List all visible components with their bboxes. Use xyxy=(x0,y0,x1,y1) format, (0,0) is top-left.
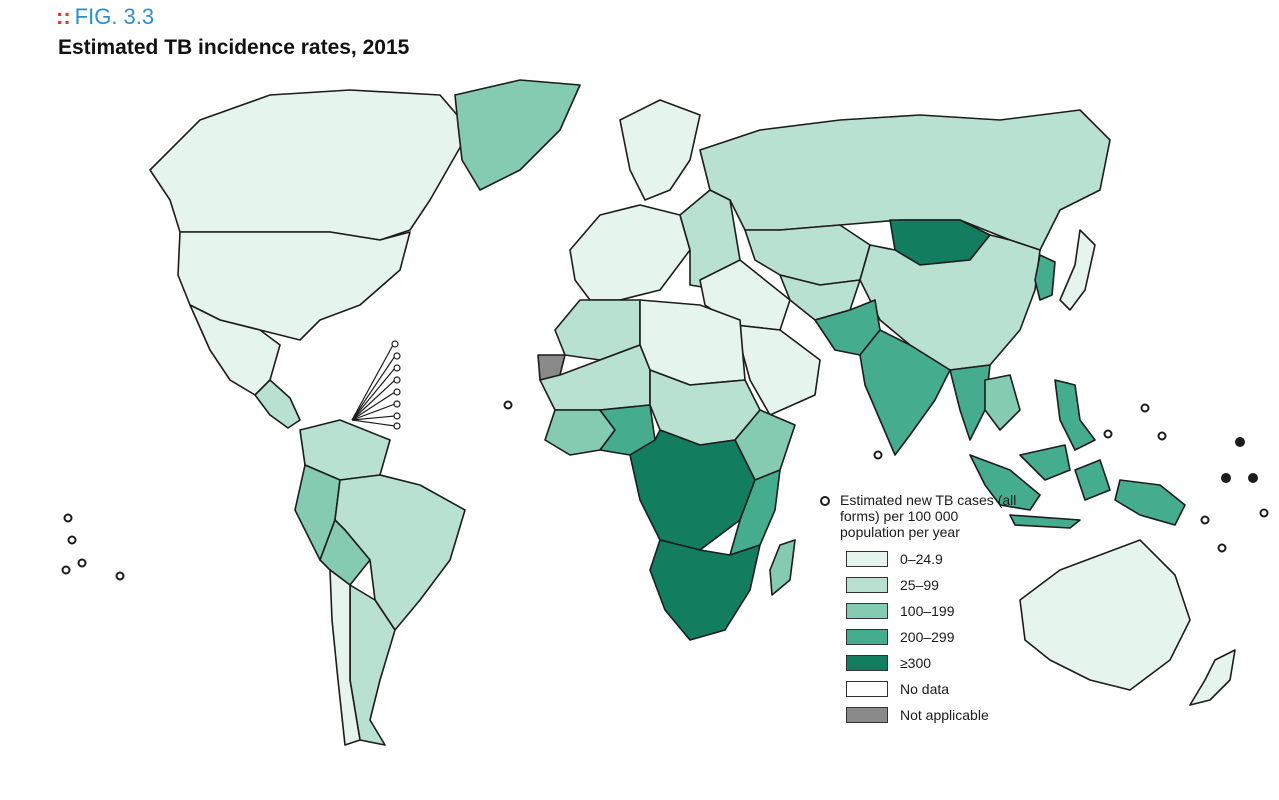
island-marker xyxy=(1140,403,1150,413)
island-marker xyxy=(1259,508,1269,518)
region-myanmar xyxy=(949,364,991,441)
region-arabian-peninsula xyxy=(734,324,821,416)
island-marker xyxy=(77,558,87,568)
island-marker xyxy=(115,571,125,581)
legend-swatch xyxy=(846,551,888,567)
island-marker xyxy=(503,400,513,410)
figure-title: Estimated TB incidence rates, 2015 xyxy=(58,36,410,59)
legend-swatch xyxy=(846,707,888,723)
legend-item: 0–24.9 xyxy=(846,546,1020,572)
region-madagascar xyxy=(769,539,796,596)
legend-swatch xyxy=(846,681,888,697)
legend-item: 100–199 xyxy=(846,598,1020,624)
region-kazakhstan xyxy=(744,224,871,286)
legend-swatch xyxy=(846,655,888,671)
legend: Estimated new TB cases (all forms) per 1… xyxy=(820,492,1020,728)
region-indonesia xyxy=(969,444,1111,529)
legend-swatch xyxy=(846,603,888,619)
region-western-europe xyxy=(569,204,691,301)
island-marker xyxy=(1217,543,1227,553)
legend-label: 0–24.9 xyxy=(900,551,943,567)
legend-marker-icon xyxy=(820,496,830,506)
legend-label: 100–199 xyxy=(900,603,955,619)
island-marker xyxy=(67,535,77,545)
legend-item: ≥300 xyxy=(846,650,1020,676)
region-australia xyxy=(1019,539,1191,691)
island-marker xyxy=(1200,515,1210,525)
region-southern-africa xyxy=(649,539,761,641)
figure-number: FIG. 3.3 xyxy=(74,4,155,29)
island-marker xyxy=(1103,429,1113,439)
island-marker xyxy=(1235,437,1245,447)
region-korea xyxy=(1034,254,1056,301)
island-marker xyxy=(1248,473,1258,483)
legend-label: 200–299 xyxy=(900,629,955,645)
region-india xyxy=(859,329,951,456)
island-marker xyxy=(873,450,883,460)
legend-label: ≥300 xyxy=(900,655,932,671)
region-philippines xyxy=(1054,379,1096,451)
island-marker xyxy=(1157,431,1167,441)
region-papua-new-guinea xyxy=(1114,479,1186,526)
legend-swatch xyxy=(846,577,888,593)
region-new-zealand xyxy=(1189,649,1236,706)
region-japan xyxy=(1059,229,1096,311)
legend-item: No data xyxy=(846,676,1020,702)
figure-label: :: FIG. 3.3 xyxy=(56,4,154,30)
caribbean-callout xyxy=(351,340,401,430)
legend-label: 25–99 xyxy=(900,577,939,593)
region-greenland xyxy=(454,79,581,191)
legend-label: No data xyxy=(900,681,950,697)
region-thailand-cambodia xyxy=(984,374,1021,431)
region-canada xyxy=(149,89,471,241)
region-china xyxy=(859,234,1041,371)
island-marker xyxy=(1221,473,1231,483)
figure-label-dots-icon: :: xyxy=(56,4,71,29)
legend-item: 200–299 xyxy=(846,624,1020,650)
legend-title: Estimated new TB cases (all forms) per 1… xyxy=(840,492,1017,540)
island-marker xyxy=(61,565,71,575)
island-marker xyxy=(63,513,73,523)
region-central-america xyxy=(254,379,301,429)
legend-item: 25–99 xyxy=(846,572,1020,598)
region-scandinavia xyxy=(619,99,701,201)
legend-label: Not applicable xyxy=(900,707,989,723)
legend-swatch xyxy=(846,629,888,645)
legend-item: Not applicable xyxy=(846,702,1020,728)
region-chile xyxy=(329,569,361,746)
